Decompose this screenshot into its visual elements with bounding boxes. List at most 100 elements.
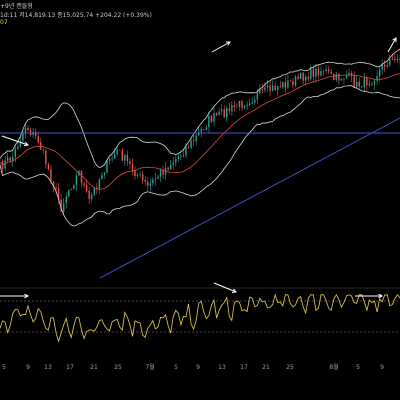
candle-body [182, 155, 185, 157]
candle-body [12, 156, 14, 161]
candle-body [6, 157, 9, 161]
candle-body [57, 188, 60, 200]
candle-body [373, 80, 376, 85]
candle-body [144, 179, 146, 182]
candle-body [190, 140, 192, 148]
candle-body [340, 78, 343, 81]
candle-body [220, 109, 223, 112]
x-tick-label: 7월 [145, 363, 154, 371]
candle-body [335, 74, 338, 81]
candle-body [136, 174, 139, 177]
x-tick-label: 5 [356, 364, 360, 371]
candle-body [40, 142, 42, 150]
x-tick-label: 13 [44, 364, 52, 371]
candle-body [394, 59, 396, 60]
candle-body [170, 164, 172, 170]
candle-body [396, 59, 399, 61]
candle-body [378, 69, 381, 76]
candle-body [22, 132, 24, 141]
candle-body [266, 85, 269, 88]
candle-body [4, 160, 6, 169]
candle-body [88, 190, 90, 200]
x-tick-label: 9 [26, 364, 30, 371]
candle-body [154, 178, 157, 180]
candle-body [96, 187, 98, 189]
candle-body [208, 116, 210, 128]
candle-body [366, 77, 368, 86]
candle-body [152, 179, 154, 184]
rsi-line [0, 293, 400, 343]
candle-body [162, 170, 164, 175]
candle-body [231, 104, 233, 112]
candle-body [116, 149, 118, 155]
candle-body [60, 199, 62, 212]
candle-body [279, 86, 281, 88]
candle-body [177, 156, 180, 159]
candle-body [45, 150, 47, 165]
candles [1, 53, 400, 216]
candle-body [68, 189, 70, 197]
candle-body [348, 73, 350, 76]
candle-body [223, 109, 225, 118]
candle-body [147, 181, 149, 186]
moving-average-line [0, 73, 400, 190]
x-tick-label: 17 [66, 364, 74, 371]
candle-body [185, 147, 187, 156]
candle-body [215, 113, 218, 116]
x-tick-label: 25 [114, 364, 122, 371]
candle-body [243, 106, 246, 108]
candle-body [93, 187, 95, 195]
candle-body [141, 174, 144, 180]
candle-body [149, 183, 152, 186]
candle-body [103, 172, 106, 176]
rsi-annotation-arrows [0, 282, 384, 299]
candle-body [91, 194, 93, 200]
candle-body [254, 99, 256, 103]
candle-body [113, 154, 116, 159]
candle-body [277, 86, 279, 90]
candle-body [85, 185, 88, 191]
candle-body [345, 75, 348, 79]
bollinger-upper-band [0, 48, 400, 169]
candle-body [294, 76, 297, 86]
candle-body [200, 129, 202, 132]
candle-body [17, 146, 19, 149]
candle-body [65, 196, 67, 204]
x-tick-label: 9 [380, 364, 384, 371]
candle-body [389, 59, 391, 65]
candle-body [371, 84, 373, 85]
candle-body [42, 149, 45, 151]
candle-body [9, 157, 11, 161]
candle-body [32, 131, 34, 135]
candle-body [320, 70, 322, 76]
candle-body [271, 85, 274, 91]
arrowhead-icon [231, 288, 237, 293]
candle-body [218, 111, 220, 116]
candle-body [175, 158, 177, 163]
candle-body [261, 89, 264, 91]
candle-body [327, 69, 330, 72]
candle-body [391, 59, 394, 60]
candle-body [172, 162, 174, 165]
candle-body [358, 81, 360, 87]
candle-body [24, 127, 27, 133]
candle-body [241, 101, 243, 108]
candle-body [129, 161, 131, 165]
candle-body [14, 148, 16, 157]
candle-body [248, 103, 251, 105]
candle-body [124, 155, 126, 161]
candle-body [101, 175, 103, 180]
candle-body [297, 76, 299, 79]
candle-body [139, 174, 141, 176]
arrowhead-icon [24, 293, 30, 299]
candle-body [34, 131, 37, 137]
candle-body [75, 175, 78, 186]
candle-body [282, 81, 284, 88]
candle-body [80, 171, 83, 184]
candle-body [325, 69, 327, 72]
candle-body [180, 155, 182, 157]
indicator-readout: 07 [0, 19, 8, 26]
candle-body [386, 64, 388, 67]
candle-body [287, 80, 289, 88]
